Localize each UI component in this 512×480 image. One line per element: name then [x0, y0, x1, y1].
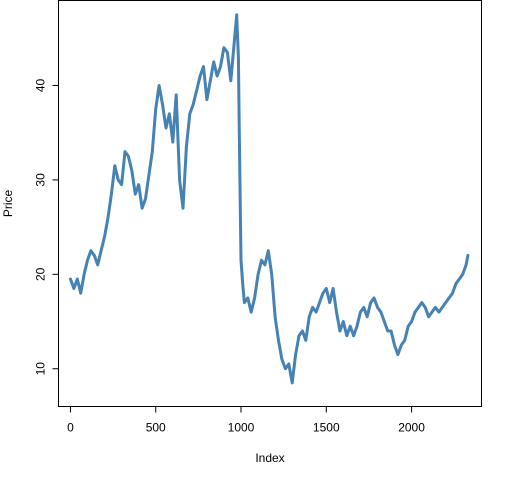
x-tick-label-1500: 1500: [313, 421, 340, 435]
y-tick-label-20: 20: [34, 267, 48, 281]
y-axis: 10 20 30 40: [34, 78, 59, 375]
y-axis-title: Price: [1, 190, 15, 218]
y-tick-label-10: 10: [34, 362, 48, 376]
x-axis-title: Index: [255, 451, 284, 465]
x-tick-label-0: 0: [67, 421, 74, 435]
x-tick-label-500: 500: [146, 421, 166, 435]
x-tick-label-1000: 1000: [228, 421, 255, 435]
x-tick-label-2000: 2000: [398, 421, 425, 435]
x-axis: 0 500 1000 1500 2000: [67, 406, 425, 435]
y-tick-label-30: 30: [34, 173, 48, 187]
price-series-line: [68, 13, 470, 385]
plot-frame: [58, 0, 482, 407]
y-tick-label-40: 40: [34, 78, 48, 92]
